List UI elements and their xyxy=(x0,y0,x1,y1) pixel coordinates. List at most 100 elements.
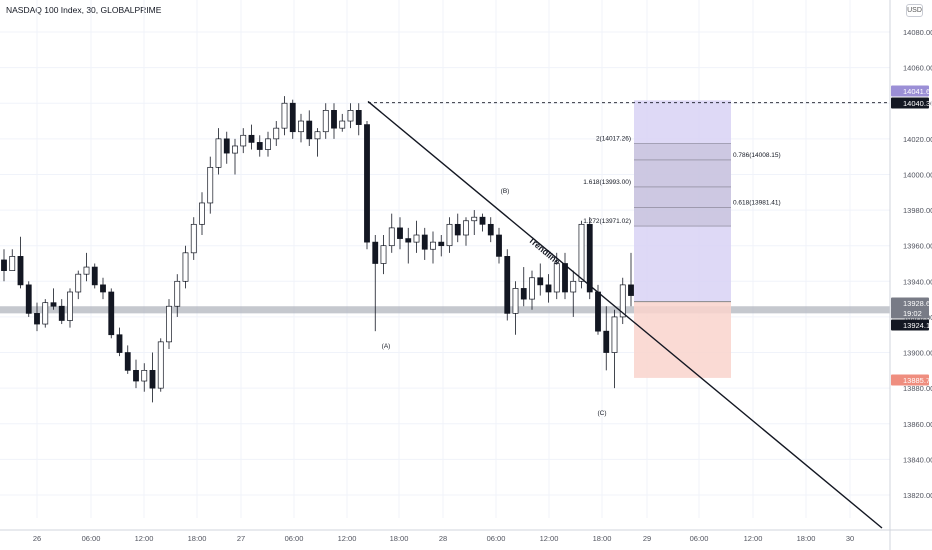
candle-body xyxy=(380,245,387,264)
y-tick-label: 13880.00 xyxy=(903,384,932,393)
price-label-text: 14041.61 xyxy=(903,87,932,96)
candle-body xyxy=(232,145,238,154)
candle-body xyxy=(438,241,445,247)
candle-body xyxy=(157,341,164,389)
stop-zone xyxy=(634,301,731,378)
candle-body xyxy=(578,223,585,282)
candle-body xyxy=(265,138,271,150)
price-label-bg xyxy=(891,307,929,319)
grid xyxy=(0,0,890,518)
candle-body xyxy=(611,316,618,353)
candle-body xyxy=(372,241,379,264)
x-tick-label: 18:00 xyxy=(188,534,207,543)
candle-body xyxy=(520,288,527,300)
candle-body xyxy=(199,202,205,225)
wave-label: (C) xyxy=(597,410,606,417)
trendline xyxy=(367,100,883,529)
candle-body xyxy=(281,102,288,129)
candle-body xyxy=(215,138,222,168)
x-tick-label: 30 xyxy=(846,534,854,543)
chart-title: NASDAQ 100 Index, 30, GLOBALPRIME xyxy=(6,5,162,15)
x-tick-label: 27 xyxy=(237,534,245,543)
price-label-bg xyxy=(891,297,929,309)
candle-body xyxy=(174,280,181,307)
price-label: 13924.16 xyxy=(891,319,932,331)
candle-body xyxy=(529,277,535,300)
candle-body xyxy=(289,102,296,133)
trendline-label: Trendline xyxy=(527,235,563,267)
candle-body xyxy=(182,252,189,282)
candle-body xyxy=(240,134,247,147)
price-label-bg xyxy=(891,319,929,331)
price-axis[interactable]: 13820.00 13840.00 13860.00 13880.00 13900.00… xyxy=(889,0,932,550)
y-tick-label: 13940.00 xyxy=(903,277,932,286)
y-tick-label: 13820.00 xyxy=(903,491,932,500)
candle-body xyxy=(83,266,90,275)
y-tick-label: 13900.00 xyxy=(903,349,932,358)
candle-body xyxy=(562,263,568,293)
price-label-text: 19:02 xyxy=(903,309,922,318)
candle-body xyxy=(413,234,420,243)
price-label-text: 13885.75 xyxy=(903,376,932,385)
x-tick-label: 18:00 xyxy=(797,534,816,543)
candle-body xyxy=(34,313,40,325)
candle-body xyxy=(595,291,601,332)
y-tick-label: 14000.00 xyxy=(903,170,932,179)
y-tick-label: 14020.00 xyxy=(903,135,932,144)
candle-body xyxy=(207,166,214,204)
candle-body xyxy=(487,223,494,236)
x-tick-label: 12:00 xyxy=(338,534,357,543)
time-axis[interactable]: 26 06:00 12:00 18:00 27 06:00 12:00 18:00 28 06:0… xyxy=(0,529,932,543)
candle-body xyxy=(67,291,73,321)
candle-body xyxy=(421,234,428,250)
drawings: Trendline (A) (B) (C) 2(14017.26) 0.786(14008… xyxy=(367,100,890,529)
fib-label: 1.272(13971.02) xyxy=(583,218,631,225)
fib-label: 0.618(13981.41) xyxy=(733,200,781,207)
candle-body xyxy=(149,369,156,389)
candle-body xyxy=(141,369,148,382)
wave-label: (A) xyxy=(382,343,391,350)
candle-body xyxy=(133,369,139,382)
currency-button[interactable]: USD xyxy=(906,4,923,17)
candle-body xyxy=(397,227,403,239)
candle-body xyxy=(108,291,115,336)
candle-body xyxy=(405,238,412,243)
candle-body xyxy=(388,227,395,247)
price-label: 13928.60 xyxy=(891,297,932,309)
fib-label: 2(14017.26) xyxy=(596,136,631,143)
x-tick-label: 12:00 xyxy=(135,534,154,543)
candle-body xyxy=(628,284,634,296)
candle-body xyxy=(496,234,502,257)
candle-body xyxy=(603,330,610,353)
x-tick-label: 06:00 xyxy=(690,534,709,543)
candle-body xyxy=(537,277,544,286)
candle-body xyxy=(256,142,263,150)
candle-body xyxy=(364,124,370,243)
candle-body xyxy=(479,216,486,225)
fib-label: 0.786(14008.15) xyxy=(733,152,781,159)
candle-body xyxy=(553,263,560,293)
price-label-bg xyxy=(891,97,929,109)
candle-body xyxy=(454,223,461,236)
x-tick-label: 28 xyxy=(439,534,447,543)
x-tick-label: 12:00 xyxy=(540,534,559,543)
candle-body xyxy=(430,241,436,250)
candle-body xyxy=(355,110,362,125)
candles xyxy=(1,96,634,403)
candle-body xyxy=(331,110,337,129)
candle-body xyxy=(190,223,197,254)
price-label-text: 13928.60 xyxy=(903,299,932,308)
support-zone xyxy=(0,306,890,314)
y-tick-label: 13860.00 xyxy=(903,420,932,429)
price-label: 14040.32 xyxy=(891,97,932,109)
candle-body xyxy=(463,220,469,236)
candle-body xyxy=(166,305,172,343)
wave-label: (B) xyxy=(501,188,510,195)
candle-body xyxy=(1,259,7,271)
candle-body xyxy=(446,223,453,247)
candle-body xyxy=(42,302,49,325)
price-label-text: 14040.32 xyxy=(903,99,932,108)
candle-body xyxy=(306,120,313,140)
zones xyxy=(0,100,890,378)
